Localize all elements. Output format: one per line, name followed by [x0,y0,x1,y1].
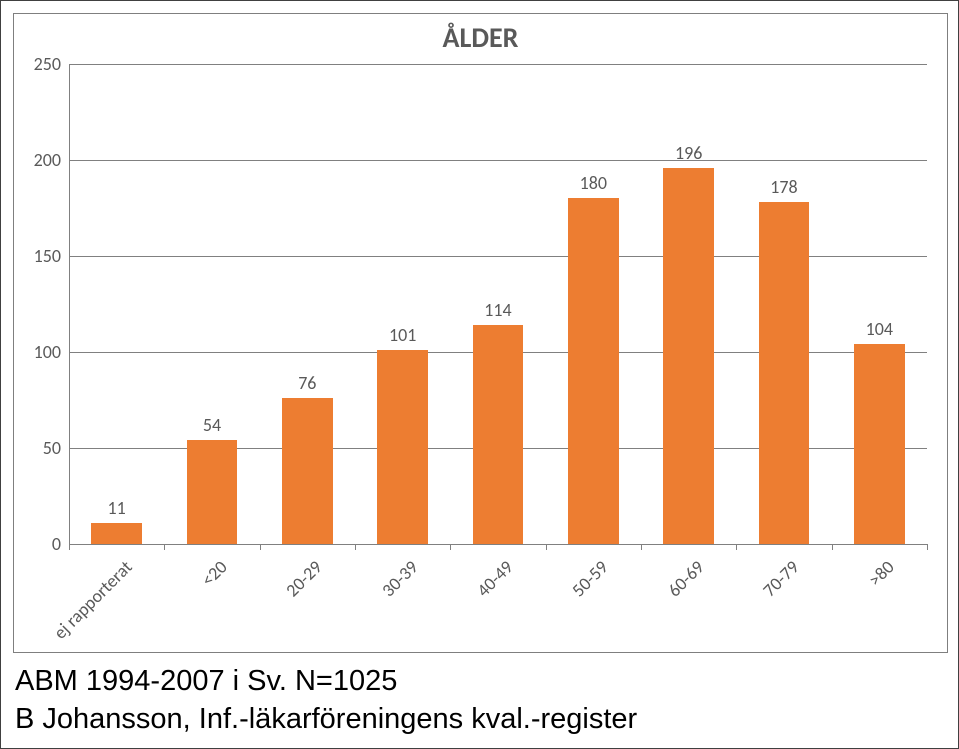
chart-frame: ÅLDER 0501001502002501154761011141801961… [13,13,948,653]
y-tick-label: 150 [34,245,69,267]
chart-title: ÅLDER [14,20,947,55]
bar-value-label: 54 [203,414,221,440]
x-tick [832,544,833,550]
x-tick [736,544,737,550]
bar: 196 [663,168,714,544]
x-tick [69,544,70,550]
x-tick [450,544,451,550]
y-tick-label: 200 [34,149,69,171]
bar: 101 [377,350,428,544]
x-tick [927,544,928,550]
bar: 104 [854,344,905,544]
bar-value-label: 101 [389,324,416,350]
bar: 76 [282,398,333,544]
bar-value-label: 11 [108,497,126,523]
bar-value-label: 104 [866,318,893,344]
bar-value-label: 76 [298,372,316,398]
x-tick [641,544,642,550]
x-tick [164,544,165,550]
gridline [69,544,927,545]
bar: 178 [759,202,810,544]
x-tick [355,544,356,550]
gridline [69,160,927,161]
bar: 114 [473,325,524,544]
bar: 11 [91,523,142,544]
bar-value-label: 114 [484,299,511,325]
x-tick [546,544,547,550]
y-tick-label: 100 [34,341,69,363]
bar-value-label: 178 [770,176,797,202]
caption-line-1: ABM 1994-2007 i Sv. N=1025 [15,663,637,701]
y-tick-label: 0 [52,533,69,555]
bar-value-label: 180 [580,172,607,198]
x-tick [260,544,261,550]
bar-value-label: 196 [675,142,702,168]
gridline [69,64,927,65]
plot-area: 050100150200250115476101114180196178104e… [69,64,927,544]
bar: 54 [187,440,238,544]
caption-line-2: B Johansson, Inf.-läkarföreningens kval.… [15,701,637,739]
y-axis-line [69,64,70,544]
bar: 180 [568,198,619,544]
y-tick-label: 50 [43,437,69,459]
y-tick-label: 250 [34,53,69,75]
caption: ABM 1994-2007 i Sv. N=1025 B Johansson, … [15,663,637,738]
